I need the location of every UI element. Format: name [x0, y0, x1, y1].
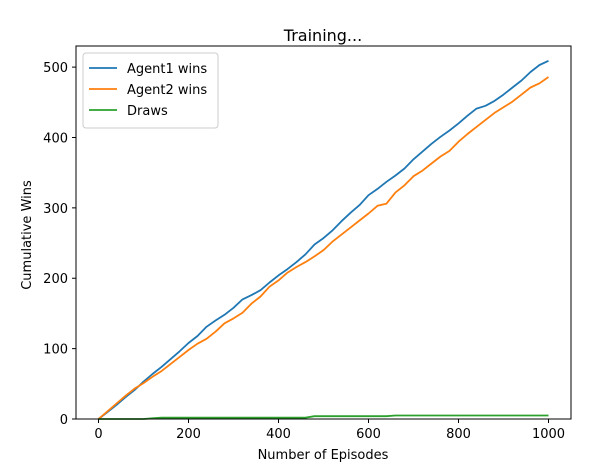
x-tick-label: 600 [356, 427, 381, 442]
legend-label: Draws [127, 104, 168, 119]
series-line-1 [97, 59, 549, 420]
series-line-2 [97, 76, 550, 420]
y-tick-label: 200 [43, 272, 68, 287]
series-line-3 [98, 414, 549, 420]
plot-frame [75, 45, 572, 420]
chart-title: Training... [283, 26, 362, 45]
y-axis-label: Cumulative Wins [20, 180, 35, 290]
plot-area [97, 59, 550, 420]
y-tick-label: 500 [43, 61, 68, 76]
legend-label: Agent2 wins [127, 83, 207, 98]
x-tick-label: 0 [94, 427, 102, 442]
legend: Agent1 wins Agent2 wins Draws [82, 52, 219, 129]
axes: 0 200 400 600 800 1000 0 100 200 300 400 500 [43, 61, 565, 442]
y-tick-label: 100 [43, 343, 68, 358]
x-tick-label: 800 [446, 427, 471, 442]
x-tick-label: 1000 [532, 427, 565, 442]
x-tick-label: 200 [176, 427, 201, 442]
legend-label: Agent1 wins [127, 62, 207, 77]
y-tick-label: 0 [60, 413, 68, 428]
y-tick-label: 400 [43, 131, 68, 146]
x-tick-label: 400 [266, 427, 291, 442]
x-axis-label: Number of Episodes [258, 448, 389, 463]
y-tick-label: 300 [43, 202, 68, 217]
